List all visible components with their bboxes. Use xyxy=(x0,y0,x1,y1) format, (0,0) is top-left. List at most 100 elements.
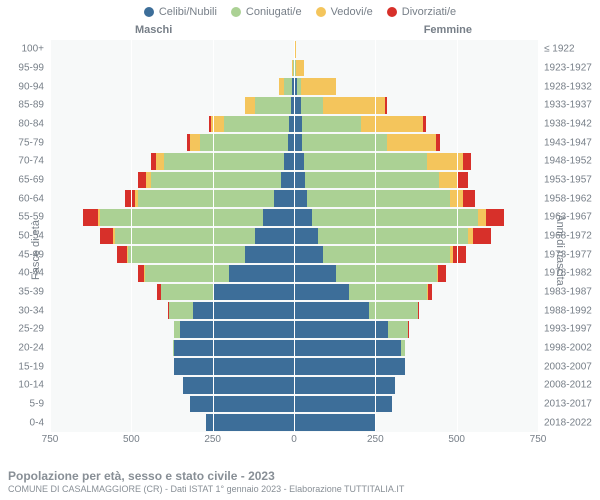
segment-right-c xyxy=(294,340,401,356)
age-label: 60-64 xyxy=(18,193,44,204)
segment-left-v xyxy=(113,228,115,244)
segment-left-j xyxy=(284,78,292,94)
birth-year-label: 1988-1992 xyxy=(544,305,592,316)
birth-year-label: 1993-1997 xyxy=(544,324,592,335)
segment-right-c xyxy=(294,358,405,374)
segment-right-j xyxy=(302,134,387,150)
segment-left-j xyxy=(151,172,281,188)
legend-swatch xyxy=(316,7,326,17)
segment-right-j xyxy=(307,190,450,206)
segment-left-d xyxy=(209,116,211,132)
segment-right-c xyxy=(294,134,302,150)
segment-right-j xyxy=(401,340,404,356)
segment-right-d xyxy=(436,134,441,150)
legend: Celibi/NubiliConiugati/eVedovi/eDivorzia… xyxy=(0,0,600,18)
segment-right-c xyxy=(294,414,375,430)
segment-left-c xyxy=(263,209,294,225)
x-tick-label: 750 xyxy=(530,434,547,445)
age-label: 40-44 xyxy=(18,268,44,279)
x-tick-label: 250 xyxy=(367,434,384,445)
segment-right-d xyxy=(423,116,426,132)
gridline xyxy=(294,40,295,432)
age-label: 25-29 xyxy=(18,324,44,335)
segment-right-c xyxy=(294,302,369,318)
age-label: 50-54 xyxy=(18,231,44,242)
legend-swatch xyxy=(231,7,241,17)
segment-right-j xyxy=(312,209,478,225)
segment-left-c xyxy=(255,228,294,244)
segment-left-d xyxy=(157,284,160,300)
segment-left-j xyxy=(173,340,174,356)
segment-right-j xyxy=(349,284,427,300)
male-header: Maschi xyxy=(135,24,172,36)
segment-right-j xyxy=(323,246,450,262)
birth-year-label: 1923-1927 xyxy=(544,63,592,74)
segment-right-d xyxy=(463,153,471,169)
segment-right-c xyxy=(294,228,318,244)
segment-left-d xyxy=(117,246,127,262)
age-label: 15-19 xyxy=(18,361,44,372)
segment-right-c xyxy=(294,265,336,281)
legend-label: Celibi/Nubili xyxy=(159,6,217,18)
x-axis-labels: 7505002500250500750 xyxy=(50,434,538,448)
birth-year-label: 2013-2017 xyxy=(544,399,592,410)
segment-left-d xyxy=(138,265,145,281)
segment-left-d xyxy=(151,153,156,169)
segment-left-v xyxy=(190,134,200,150)
segment-left-d xyxy=(83,209,98,225)
segment-left-c xyxy=(229,265,294,281)
segment-left-v xyxy=(135,190,138,206)
segment-right-v xyxy=(439,172,459,188)
segment-right-d xyxy=(473,228,491,244)
segment-left-d xyxy=(168,302,169,318)
segment-left-d xyxy=(125,190,135,206)
segment-right-j xyxy=(305,172,438,188)
legend-label: Coniugati/e xyxy=(246,6,302,18)
segment-left-j xyxy=(255,97,291,113)
birth-year-label: 1953-1957 xyxy=(544,175,592,186)
gridline xyxy=(50,40,51,432)
segment-right-c xyxy=(294,116,302,132)
segment-left-j xyxy=(128,246,245,262)
y-right-labels: ≤ 19221923-19271928-19321933-19371938-19… xyxy=(542,40,600,432)
birth-year-label: 1933-1937 xyxy=(544,100,592,111)
legend-label: Divorziati/e xyxy=(402,6,456,18)
legend-item: Celibi/Nubili xyxy=(144,6,217,18)
segment-right-c xyxy=(294,396,392,412)
segment-right-d xyxy=(453,246,466,262)
birth-year-label: 1958-1962 xyxy=(544,193,592,204)
birth-year-label: 1968-1972 xyxy=(544,231,592,242)
legend-item: Divorziati/e xyxy=(387,6,456,18)
segment-left-j xyxy=(169,302,193,318)
birth-year-label: 2018-2022 xyxy=(544,417,592,428)
x-tick-label: 500 xyxy=(123,434,140,445)
birth-year-label: 1938-1942 xyxy=(544,119,592,130)
birth-year-label: 2003-2007 xyxy=(544,361,592,372)
segment-left-d xyxy=(138,172,146,188)
age-label: 30-34 xyxy=(18,305,44,316)
segment-left-c xyxy=(190,396,294,412)
age-label: 45-49 xyxy=(18,249,44,260)
segment-right-c xyxy=(294,190,307,206)
segment-right-v xyxy=(296,60,304,76)
segment-left-d xyxy=(187,134,190,150)
gridline xyxy=(375,40,376,432)
segment-right-d xyxy=(458,172,468,188)
segment-right-v xyxy=(301,78,337,94)
segment-left-c xyxy=(281,172,294,188)
age-label: 75-79 xyxy=(18,137,44,148)
birth-year-label: 1998-2002 xyxy=(544,343,592,354)
birth-year-label: 2008-2012 xyxy=(544,380,592,391)
segment-right-v xyxy=(478,209,486,225)
birth-year-label: 1983-1987 xyxy=(544,287,592,298)
segment-right-d xyxy=(418,302,420,318)
birth-year-label: 1928-1932 xyxy=(544,81,592,92)
segment-right-c xyxy=(294,209,312,225)
age-label: 100+ xyxy=(21,44,44,55)
gridline xyxy=(213,40,214,432)
age-label: 20-24 xyxy=(18,343,44,354)
birth-year-label: 1943-1947 xyxy=(544,137,592,148)
segment-left-v xyxy=(98,209,101,225)
segment-left-c xyxy=(274,190,294,206)
segment-right-c xyxy=(294,153,304,169)
